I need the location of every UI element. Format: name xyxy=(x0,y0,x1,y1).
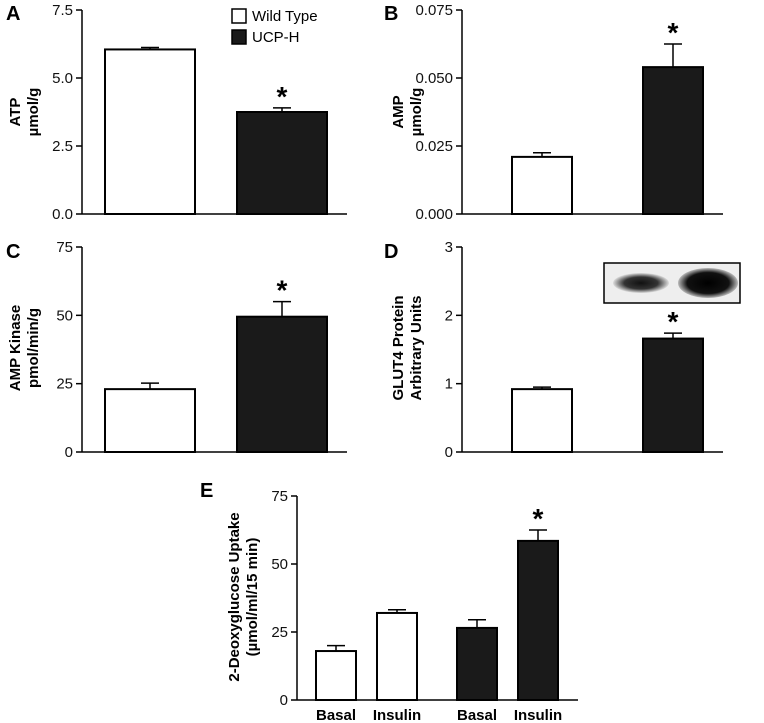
blot-band-wild-type xyxy=(613,273,669,293)
y-tick-label: 0.025 xyxy=(415,138,453,155)
y-tick-label: 0 xyxy=(280,692,288,709)
bar xyxy=(642,337,704,454)
y-tick-label: 5.0 xyxy=(52,70,73,87)
panel-c: C 0 25 50 75 AMP Kinase pmol/min/g * xyxy=(6,239,347,461)
panel-e: E 0 25 50 75 2-Deoxyglucose Uptake (µmol/ml/15… xyxy=(200,480,578,723)
y-axis-label-units: Arbitrary Units xyxy=(408,295,425,400)
blot-band-ucp-h xyxy=(678,268,738,298)
legend: Wild Type UCP-H xyxy=(231,8,318,46)
legend-swatch-wild-type xyxy=(231,8,247,24)
bar xyxy=(456,626,498,701)
y-axis-label-units: pmol/min/g xyxy=(25,308,42,388)
significance-star: * xyxy=(668,306,679,337)
y-axis-label: AMP Kinase xyxy=(7,305,24,391)
y-tick-label: 0.075 xyxy=(415,2,453,19)
significance-star: * xyxy=(277,275,288,306)
panel-label: E xyxy=(200,480,213,502)
bar xyxy=(376,611,418,702)
x-category-label: Basal xyxy=(457,707,497,723)
panel-d: D 0 1 2 3 GLUT4 Protein Arbitrary Units * xyxy=(384,239,723,461)
panel-b: B 0.000 0.025 0.050 0.075 AMP µmol/g * xyxy=(384,2,723,223)
y-axis-label-units: (µmol/ml/15 min) xyxy=(244,538,261,657)
x-category-label: Basal xyxy=(316,707,356,723)
western-blot-inset xyxy=(603,262,741,304)
y-tick-label: 75 xyxy=(56,239,73,256)
legend-label-ucp-h: UCP-H xyxy=(252,29,300,46)
panel-label: D xyxy=(384,241,398,263)
y-axis-label: GLUT4 Protein xyxy=(390,295,407,400)
y-axis-label: 2-Deoxyglucose Uptake xyxy=(226,512,243,681)
y-tick-label: 0 xyxy=(65,444,73,461)
panel-label: C xyxy=(6,241,20,263)
legend-label-wild-type: Wild Type xyxy=(252,8,318,25)
bar xyxy=(517,539,559,701)
y-axis-label-units: µmol/g xyxy=(408,88,425,137)
panel-label: A xyxy=(6,3,20,25)
y-tick-label: 25 xyxy=(271,624,288,641)
y-tick-label: 2.5 xyxy=(52,138,73,155)
x-category-label: Insulin xyxy=(373,707,421,723)
y-axis-label: ATP xyxy=(7,98,24,127)
y-tick-label: 1 xyxy=(445,376,453,393)
y-tick-label: 7.5 xyxy=(52,2,73,19)
significance-star: * xyxy=(668,17,679,48)
y-axis-label-units: µmol/g xyxy=(25,88,42,137)
bar xyxy=(642,66,704,216)
panel-label: B xyxy=(384,3,398,25)
bar xyxy=(236,111,328,215)
y-tick-label: 25 xyxy=(56,376,73,393)
significance-star: * xyxy=(533,503,544,534)
legend-swatch-ucp-h xyxy=(231,29,247,45)
bar xyxy=(104,48,196,215)
panel-a: A 0.0 2.5 5.0 7.5 ATP µmol/g * xyxy=(6,2,347,223)
bar xyxy=(511,155,573,216)
y-tick-label: 75 xyxy=(271,488,288,505)
y-tick-label: 0.000 xyxy=(415,206,453,223)
y-tick-label: 0.050 xyxy=(415,70,453,87)
significance-star: * xyxy=(277,81,288,112)
y-axis-label: AMP xyxy=(390,95,407,128)
y-tick-label: 50 xyxy=(56,307,73,324)
bar xyxy=(104,388,196,453)
bar xyxy=(236,315,328,454)
y-tick-label: 50 xyxy=(271,556,288,573)
bar xyxy=(511,388,573,453)
y-tick-label: 2 xyxy=(445,307,453,324)
bar xyxy=(315,650,357,701)
y-tick-label: 0.0 xyxy=(52,206,73,223)
y-tick-label: 0 xyxy=(445,444,453,461)
x-category-label: Insulin xyxy=(514,707,562,723)
y-tick-label: 3 xyxy=(445,239,453,256)
